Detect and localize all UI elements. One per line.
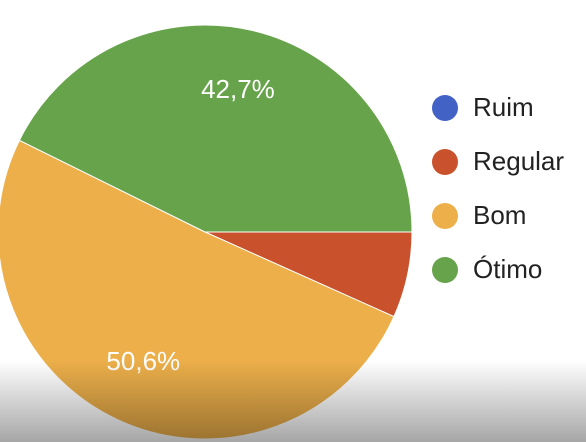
- legend-label: Ótimo: [473, 254, 542, 284]
- legend-marker: [432, 257, 458, 283]
- bottom-shade: [0, 360, 586, 442]
- legend-marker: [432, 149, 458, 175]
- legend: Ruim Regular Bom Ótimo: [432, 92, 564, 284]
- pie-slice: [18, 24, 413, 233]
- legend-label: Ruim: [473, 92, 534, 122]
- legend-label: Regular: [473, 146, 564, 176]
- legend-marker: [432, 203, 458, 229]
- value-label: 42,7%: [201, 74, 275, 104]
- legend-marker: [432, 95, 458, 121]
- legend-label: Bom: [473, 200, 526, 230]
